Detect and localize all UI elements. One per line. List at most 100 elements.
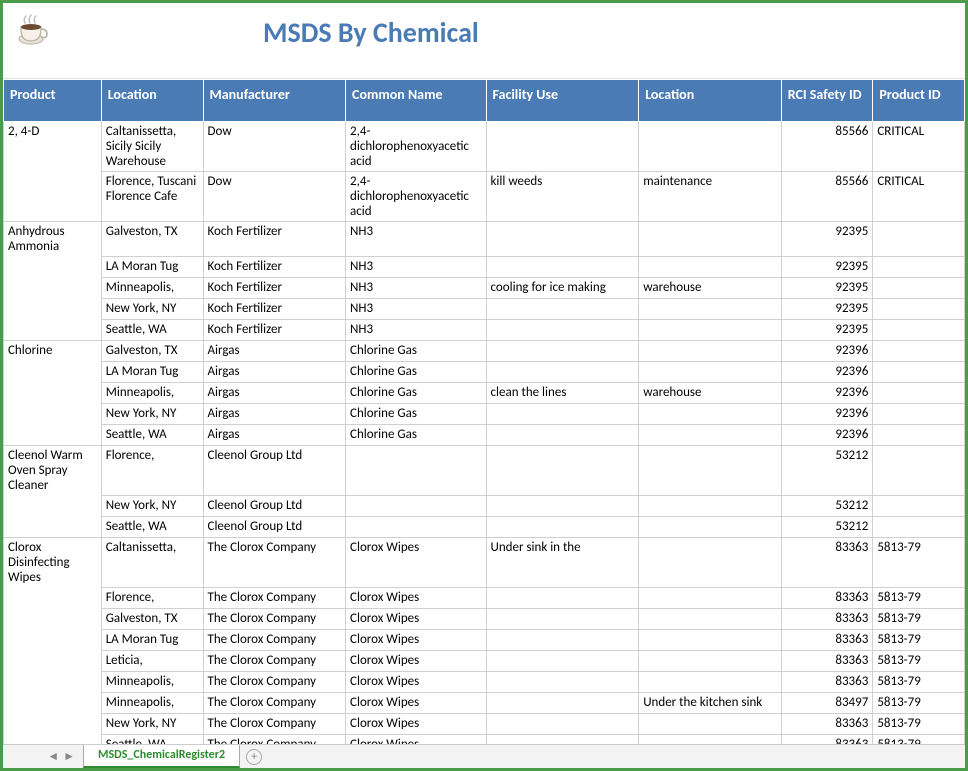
cell-loc2[interactable] bbox=[639, 517, 782, 538]
cell-mfr[interactable]: Koch Fertilizer bbox=[203, 257, 346, 278]
cell-product[interactable] bbox=[4, 714, 102, 735]
cell-common[interactable]: Clorox Wipes bbox=[346, 630, 486, 651]
cell-loc[interactable]: Minneapolis, bbox=[101, 693, 203, 714]
table-row[interactable]: Seattle, WAKoch FertilizerNH392395 bbox=[4, 320, 965, 341]
cell-pid[interactable]: 5813-79 bbox=[873, 651, 965, 672]
cell-rci[interactable]: 83363 bbox=[781, 735, 873, 745]
cell-pid[interactable]: 5813-79 bbox=[873, 693, 965, 714]
cell-product[interactable]: Anhydrous Ammonia bbox=[4, 222, 102, 257]
cell-use[interactable] bbox=[486, 122, 639, 172]
cell-loc[interactable]: Minneapolis, bbox=[101, 278, 203, 299]
cell-rci[interactable]: 92395 bbox=[781, 320, 873, 341]
cell-pid[interactable]: 5813-79 bbox=[873, 609, 965, 630]
column-header[interactable]: Manufacturer bbox=[203, 80, 346, 122]
cell-rci[interactable]: 53212 bbox=[781, 446, 873, 496]
cell-pid[interactable]: CRITICAL bbox=[873, 172, 965, 222]
cell-common[interactable]: NH3 bbox=[346, 320, 486, 341]
table-row[interactable]: Cleenol Warm Oven Spray CleanerFlorence,… bbox=[4, 446, 965, 496]
cell-common[interactable]: Clorox Wipes bbox=[346, 693, 486, 714]
column-header[interactable]: Product ID bbox=[873, 80, 965, 122]
cell-use[interactable] bbox=[486, 404, 639, 425]
cell-loc2[interactable] bbox=[639, 609, 782, 630]
cell-product[interactable] bbox=[4, 362, 102, 383]
cell-mfr[interactable]: Airgas bbox=[203, 425, 346, 446]
cell-loc2[interactable] bbox=[639, 425, 782, 446]
table-row[interactable]: Minneapolis,AirgasChlorine Gasclean the … bbox=[4, 383, 965, 404]
cell-loc2[interactable]: Under the kitchen sink bbox=[639, 693, 782, 714]
table-row[interactable]: 2, 4-DCaltanissetta, Sicily Sicily Wareh… bbox=[4, 122, 965, 172]
cell-pid[interactable]: 5813-79 bbox=[873, 714, 965, 735]
cell-common[interactable]: Clorox Wipes bbox=[346, 588, 486, 609]
cell-rci[interactable]: 83363 bbox=[781, 588, 873, 609]
cell-mfr[interactable]: Airgas bbox=[203, 362, 346, 383]
cell-loc[interactable]: Florence, Tuscani Florence Cafe bbox=[101, 172, 203, 222]
cell-use[interactable] bbox=[486, 735, 639, 745]
cell-mfr[interactable]: Airgas bbox=[203, 383, 346, 404]
cell-mfr[interactable]: Dow bbox=[203, 172, 346, 222]
cell-mfr[interactable]: Dow bbox=[203, 122, 346, 172]
cell-rci[interactable]: 92395 bbox=[781, 299, 873, 320]
cell-product[interactable] bbox=[4, 172, 102, 222]
cell-common[interactable]: NH3 bbox=[346, 222, 486, 257]
cell-loc2[interactable] bbox=[639, 362, 782, 383]
cell-use[interactable] bbox=[486, 341, 639, 362]
cell-mfr[interactable]: The Clorox Company bbox=[203, 609, 346, 630]
cell-use[interactable] bbox=[486, 672, 639, 693]
cell-common[interactable]: NH3 bbox=[346, 299, 486, 320]
cell-product[interactable] bbox=[4, 630, 102, 651]
cell-loc2[interactable] bbox=[639, 672, 782, 693]
cell-loc[interactable]: Leticia, bbox=[101, 651, 203, 672]
tab-nav-buttons[interactable]: ◄ ► bbox=[3, 745, 83, 768]
cell-mfr[interactable]: Koch Fertilizer bbox=[203, 222, 346, 257]
cell-rci[interactable]: 92396 bbox=[781, 383, 873, 404]
cell-common[interactable]: Clorox Wipes bbox=[346, 714, 486, 735]
column-header[interactable]: Location bbox=[639, 80, 782, 122]
table-row[interactable]: Seattle, WAAirgasChlorine Gas92396 bbox=[4, 425, 965, 446]
cell-mfr[interactable]: Cleenol Group Ltd bbox=[203, 517, 346, 538]
cell-pid[interactable] bbox=[873, 404, 965, 425]
cell-use[interactable] bbox=[486, 257, 639, 278]
cell-loc[interactable]: New York, NY bbox=[101, 404, 203, 425]
cell-pid[interactable] bbox=[873, 517, 965, 538]
cell-common[interactable]: 2,4-dichlorophenoxyacetic acid bbox=[346, 172, 486, 222]
table-row[interactable]: Minneapolis,Koch FertilizerNH3cooling fo… bbox=[4, 278, 965, 299]
cell-mfr[interactable]: Airgas bbox=[203, 341, 346, 362]
cell-pid[interactable] bbox=[873, 425, 965, 446]
cell-use[interactable]: clean the lines bbox=[486, 383, 639, 404]
cell-product[interactable] bbox=[4, 320, 102, 341]
cell-mfr[interactable]: The Clorox Company bbox=[203, 630, 346, 651]
add-sheet-button[interactable]: + bbox=[240, 745, 268, 768]
cell-rci[interactable]: 53212 bbox=[781, 496, 873, 517]
cell-common[interactable]: NH3 bbox=[346, 257, 486, 278]
table-row[interactable]: Florence,The Clorox CompanyClorox Wipes8… bbox=[4, 588, 965, 609]
cell-rci[interactable]: 83363 bbox=[781, 538, 873, 588]
cell-loc2[interactable] bbox=[639, 446, 782, 496]
cell-use[interactable] bbox=[486, 496, 639, 517]
cell-product[interactable] bbox=[4, 257, 102, 278]
table-row[interactable]: Seattle, WAThe Clorox CompanyClorox Wipe… bbox=[4, 735, 965, 745]
cell-loc[interactable]: Galveston, TX bbox=[101, 341, 203, 362]
column-header[interactable]: Product bbox=[4, 80, 102, 122]
cell-loc2[interactable]: warehouse bbox=[639, 383, 782, 404]
cell-mfr[interactable]: The Clorox Company bbox=[203, 672, 346, 693]
cell-loc2[interactable] bbox=[639, 341, 782, 362]
table-row[interactable]: New York, NYKoch FertilizerNH392395 bbox=[4, 299, 965, 320]
cell-loc2[interactable] bbox=[639, 496, 782, 517]
cell-loc2[interactable] bbox=[639, 630, 782, 651]
cell-use[interactable] bbox=[486, 425, 639, 446]
cell-common[interactable]: NH3 bbox=[346, 278, 486, 299]
cell-common[interactable] bbox=[346, 496, 486, 517]
cell-loc[interactable]: Florence, bbox=[101, 446, 203, 496]
cell-loc2[interactable] bbox=[639, 714, 782, 735]
cell-use[interactable] bbox=[486, 320, 639, 341]
cell-product[interactable] bbox=[4, 693, 102, 714]
cell-common[interactable]: Chlorine Gas bbox=[346, 404, 486, 425]
cell-use[interactable] bbox=[486, 630, 639, 651]
cell-mfr[interactable]: Koch Fertilizer bbox=[203, 278, 346, 299]
table-row[interactable]: Clorox Disinfecting WipesCaltanissetta,T… bbox=[4, 538, 965, 588]
table-row[interactable]: New York, NYThe Clorox CompanyClorox Wip… bbox=[4, 714, 965, 735]
cell-common[interactable]: Clorox Wipes bbox=[346, 609, 486, 630]
cell-loc[interactable]: Seattle, WA bbox=[101, 425, 203, 446]
cell-loc2[interactable] bbox=[639, 222, 782, 257]
cell-rci[interactable]: 83363 bbox=[781, 630, 873, 651]
